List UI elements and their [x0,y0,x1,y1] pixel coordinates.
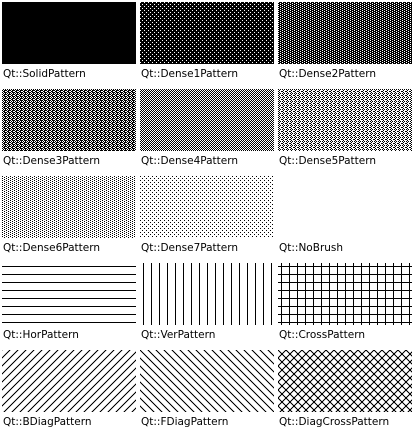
pattern-cell-dense4: Qt::Dense4Pattern [140,89,274,175]
pattern-label-dense4: Qt::Dense4Pattern [141,155,239,167]
pattern-swatch-dense3 [2,89,136,151]
pattern-swatch-hor [2,263,136,325]
pattern-swatch-cross [278,263,412,325]
pattern-cell-dense7: Qt::Dense7Pattern [140,176,274,262]
pattern-swatch-dense2 [278,2,412,64]
pattern-swatch-ver [140,263,274,325]
pattern-label-bdiag: Qt::BDiagPattern [3,416,92,428]
pattern-swatch-dense1 [140,2,274,64]
pattern-cell-hor: Qt::HorPattern [2,263,136,349]
pattern-label-fdiag: Qt::FDiagPattern [141,416,229,428]
pattern-cell-ver: Qt::VerPattern [140,263,274,349]
pattern-label-dense3: Qt::Dense3Pattern [3,155,101,167]
pattern-cell-nobrush: Qt::NoBrush [278,176,412,262]
pattern-cell-dense5: Qt::Dense5Pattern [278,89,412,175]
pattern-label-dense6: Qt::Dense6Pattern [3,242,101,254]
pattern-cell-dense1: Qt::Dense1Pattern [140,2,274,88]
pattern-cell-diagcross: Qt::DiagCrossPattern [278,350,412,436]
pattern-cell-bdiag: Qt::BDiagPattern [2,350,136,436]
pattern-swatch-solid [2,2,136,64]
pattern-cell-fdiag: Qt::FDiagPattern [140,350,274,436]
pattern-label-nobrush: Qt::NoBrush [279,242,344,254]
pattern-cell-solid: Qt::SolidPattern [2,2,136,88]
pattern-cell-dense2: Qt::Dense2Pattern [278,2,412,88]
pattern-label-dense7: Qt::Dense7Pattern [141,242,239,254]
pattern-label-ver: Qt::VerPattern [141,329,216,341]
pattern-swatch-bdiag [2,350,136,412]
pattern-label-dense2: Qt::Dense2Pattern [279,68,377,80]
pattern-cell-cross: Qt::CrossPattern [278,263,412,349]
pattern-swatch-dense7 [140,176,274,238]
pattern-swatch-nobrush [278,176,412,238]
pattern-swatch-dense4 [140,89,274,151]
pattern-cell-dense6: Qt::Dense6Pattern [2,176,136,262]
pattern-swatch-dense5 [278,89,412,151]
pattern-label-cross: Qt::CrossPattern [279,329,366,341]
pattern-label-solid: Qt::SolidPattern [3,68,86,80]
pattern-cell-dense3: Qt::Dense3Pattern [2,89,136,175]
pattern-label-diagcross: Qt::DiagCrossPattern [279,416,390,428]
pattern-label-dense5: Qt::Dense5Pattern [279,155,377,167]
pattern-swatch-dense6 [2,176,136,238]
pattern-label-hor: Qt::HorPattern [3,329,79,341]
pattern-swatch-fdiag [140,350,274,412]
pattern-label-dense1: Qt::Dense1Pattern [141,68,239,80]
pattern-swatch-diagcross [278,350,412,412]
